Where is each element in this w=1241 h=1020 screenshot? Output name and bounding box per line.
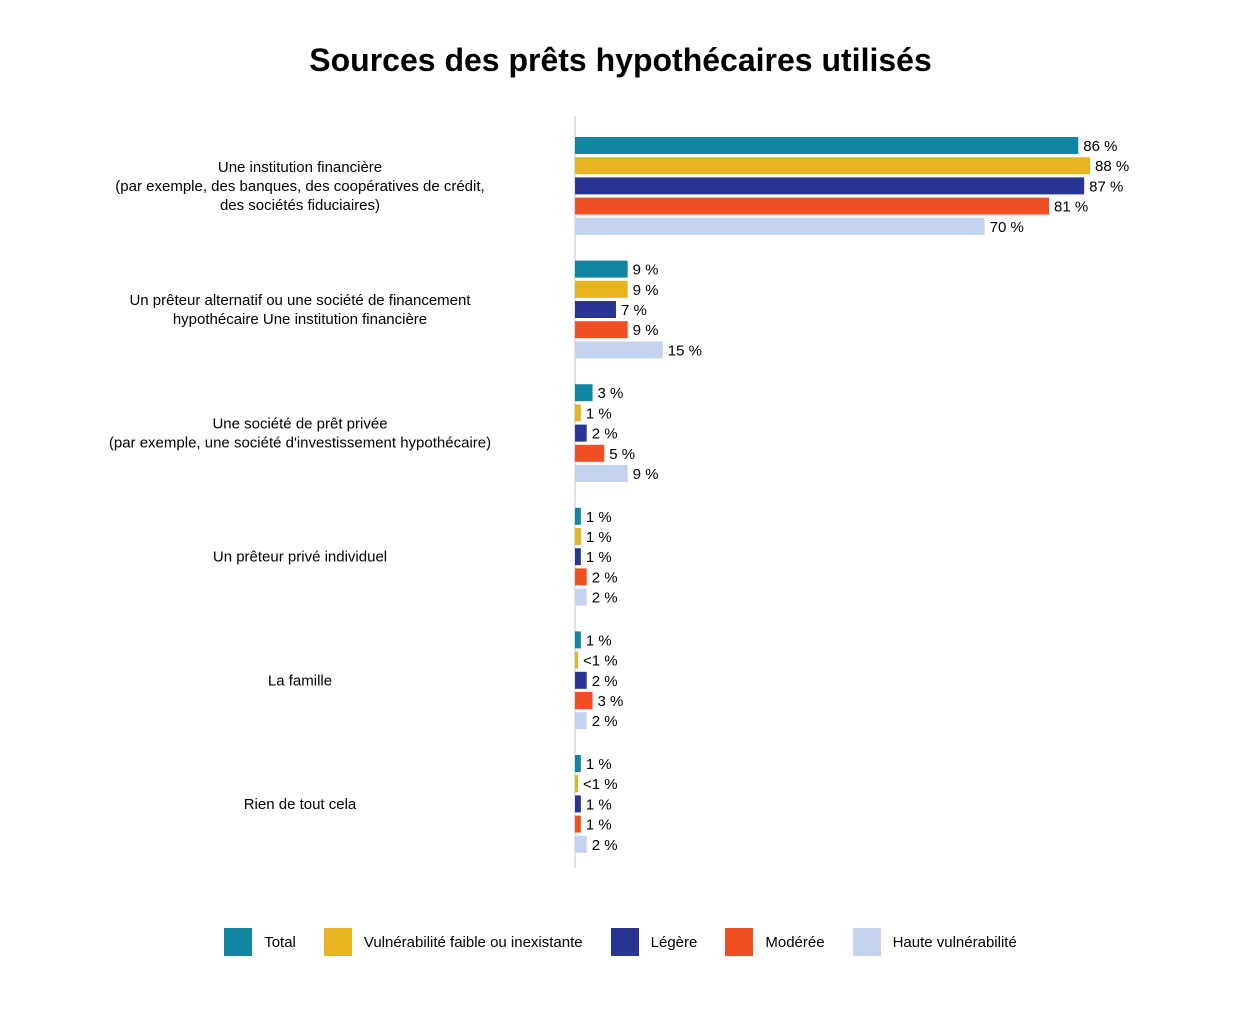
bar [575, 404, 581, 422]
data-label: 9 % [633, 466, 659, 483]
category-label: hypothécaire Une institution financière [173, 311, 427, 328]
legend-label: Modérée [765, 933, 825, 951]
bar [575, 341, 663, 359]
category-label: Un prêteur alternatif ou une société de … [129, 292, 471, 309]
bar [575, 651, 578, 669]
data-label: 2 % [592, 713, 618, 730]
category-label: La famille [268, 672, 332, 689]
legend: Total Vulnérabilité faible ou inexistante… [0, 928, 1241, 956]
data-label: 2 % [592, 590, 618, 607]
legend-item: Vulnérabilité faible ou inexistante [323, 928, 583, 956]
data-label: 5 % [609, 446, 635, 463]
bar [575, 197, 1050, 215]
legend-label: Haute vulnérabilité [892, 933, 1017, 951]
data-label: 88 % [1095, 158, 1129, 175]
category-label: Une institution financière [218, 159, 382, 176]
data-label: 9 % [633, 282, 659, 299]
bar [575, 217, 985, 235]
bar [575, 280, 628, 298]
data-label: 2 % [592, 837, 618, 854]
legend-swatch [852, 928, 881, 956]
category-label: (par exemple, une société d'investisseme… [109, 435, 491, 452]
data-label: 81 % [1054, 199, 1088, 216]
category-label: (par exemple, des banques, des coopérati… [115, 178, 484, 195]
bar [575, 301, 616, 318]
bar [575, 444, 605, 462]
chart-title: Sources des prêts hypothécaires utilisés [309, 42, 932, 78]
data-label: 3 % [598, 693, 624, 710]
bar [575, 631, 581, 649]
bar [575, 465, 628, 482]
bar [575, 588, 587, 606]
legend-label: Légère [650, 933, 698, 951]
bar [575, 528, 581, 545]
data-label: 1 % [586, 632, 612, 649]
bar [575, 835, 587, 853]
data-label: 1 % [586, 405, 612, 422]
data-label: 1 % [586, 796, 612, 813]
data-label: 15 % [668, 342, 702, 359]
bar [575, 775, 578, 793]
data-label: 1 % [586, 817, 612, 834]
category-label: Un prêteur privé individuel [213, 549, 387, 566]
bar [575, 712, 587, 730]
bar [575, 177, 1085, 195]
bar [575, 692, 593, 709]
legend-swatch [224, 928, 253, 956]
bar [575, 260, 628, 278]
data-label: 1 % [586, 549, 612, 566]
bar [575, 321, 628, 339]
category-label: Rien de tout cela [244, 796, 357, 813]
data-label: 2 % [592, 569, 618, 586]
bar [575, 568, 587, 586]
legend-swatch [725, 928, 754, 956]
bar [575, 815, 581, 833]
data-label: <1 % [583, 776, 618, 793]
data-label: 87 % [1089, 178, 1123, 195]
bar [575, 755, 581, 772]
legend-swatch [323, 928, 352, 956]
bar [575, 507, 581, 525]
bar [575, 384, 593, 402]
category-label: Une société de prêt privée [212, 416, 387, 433]
data-label: 2 % [592, 673, 618, 690]
legend-label: Vulnérabilité faible ou inexistante [363, 933, 583, 951]
data-label: <1 % [583, 653, 618, 670]
legend-item: Modérée [725, 928, 825, 956]
data-label: 9 % [633, 262, 659, 279]
data-label: 7 % [621, 302, 647, 319]
data-label: 86 % [1083, 138, 1117, 155]
data-label: 1 % [586, 756, 612, 773]
legend-item: Total [224, 928, 296, 956]
data-label: 70 % [990, 219, 1024, 236]
legend-swatch [610, 928, 639, 956]
bar [575, 795, 581, 813]
data-label: 9 % [633, 322, 659, 339]
bar [575, 424, 587, 442]
legend-item: Légère [610, 928, 698, 956]
data-label: 3 % [598, 385, 624, 402]
bar [575, 157, 1090, 175]
legend-item: Haute vulnérabilité [852, 928, 1017, 956]
data-label: 1 % [586, 509, 612, 526]
bar [575, 671, 587, 689]
legend-label: Total [264, 933, 296, 951]
bar-chart: Une institution financière (par exemple, … [109, 116, 1129, 868]
bar [575, 137, 1079, 154]
category-label: des sociétés fiduciaires) [220, 197, 380, 214]
bar [575, 548, 581, 566]
data-label: 1 % [586, 529, 612, 546]
data-label: 2 % [592, 426, 618, 443]
